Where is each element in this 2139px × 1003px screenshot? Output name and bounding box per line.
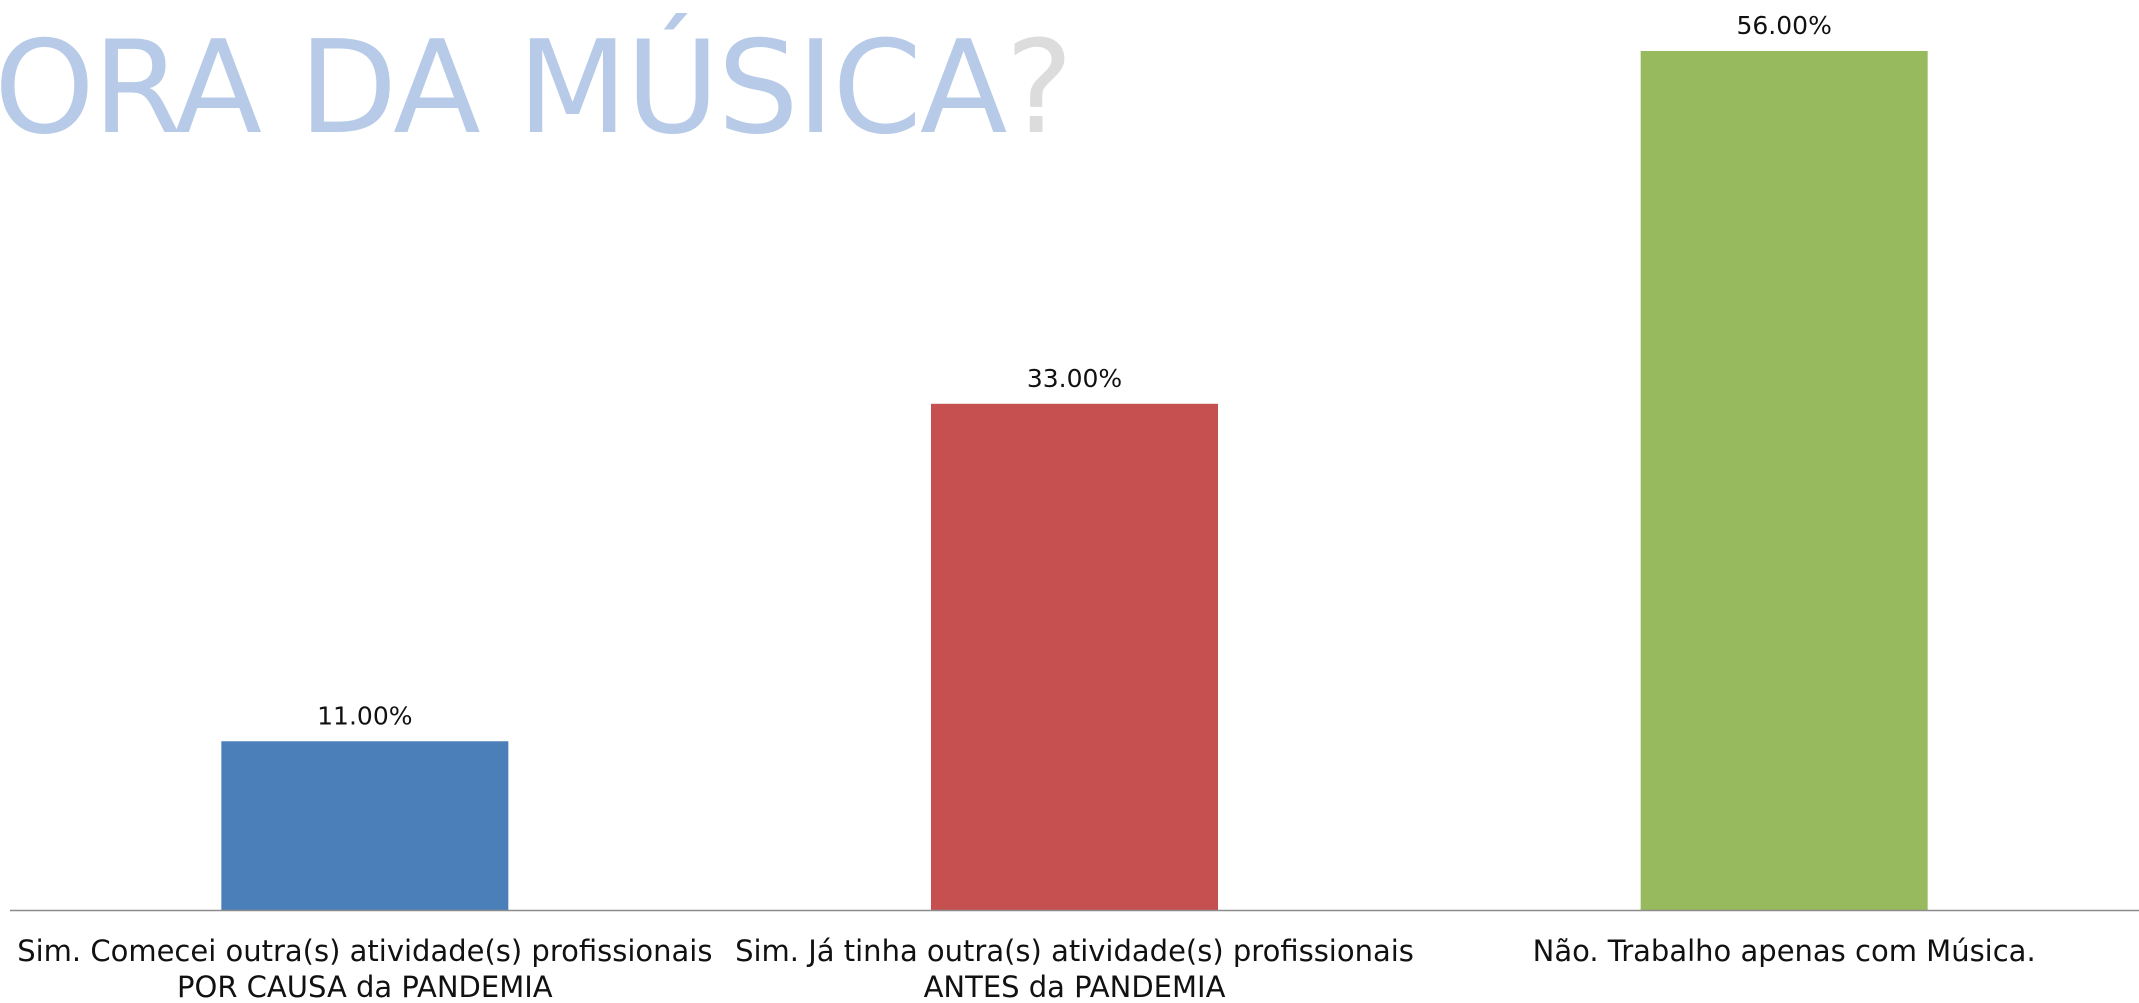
data-label-1: 11.00%: [317, 701, 412, 730]
chart-title: ONTES DE RENDA ORA DA MÚSICA?: [0, 0, 1115, 158]
bar-2: [931, 403, 1218, 910]
title-line-2: ORA DA MÚSICA?: [0, 20, 1113, 158]
title-line-1-gray: ONTES DE: [0, 0, 637, 25]
category-label-3: Não. Trabalho apenas com Música.: [1533, 934, 2036, 968]
category-label-1: Sim. Comecei outra(s) atividade(s) profi…: [17, 934, 712, 1003]
title-question-mark: ?: [1005, 14, 1073, 163]
bar-3: [1640, 51, 1928, 910]
title-line-1-blue: RENDA: [674, 0, 1115, 25]
title-line-2-blue: ORA DA MÚSICA: [0, 14, 1007, 163]
bar-1: [221, 741, 509, 910]
data-label-3: 56.00%: [1737, 11, 1832, 40]
data-label-2: 33.00%: [1027, 364, 1122, 393]
title-line-1: ONTES DE RENDA: [0, 0, 1115, 20]
category-label-2: Sim. Já tinha outra(s) atividade(s) prof…: [735, 934, 1414, 1003]
